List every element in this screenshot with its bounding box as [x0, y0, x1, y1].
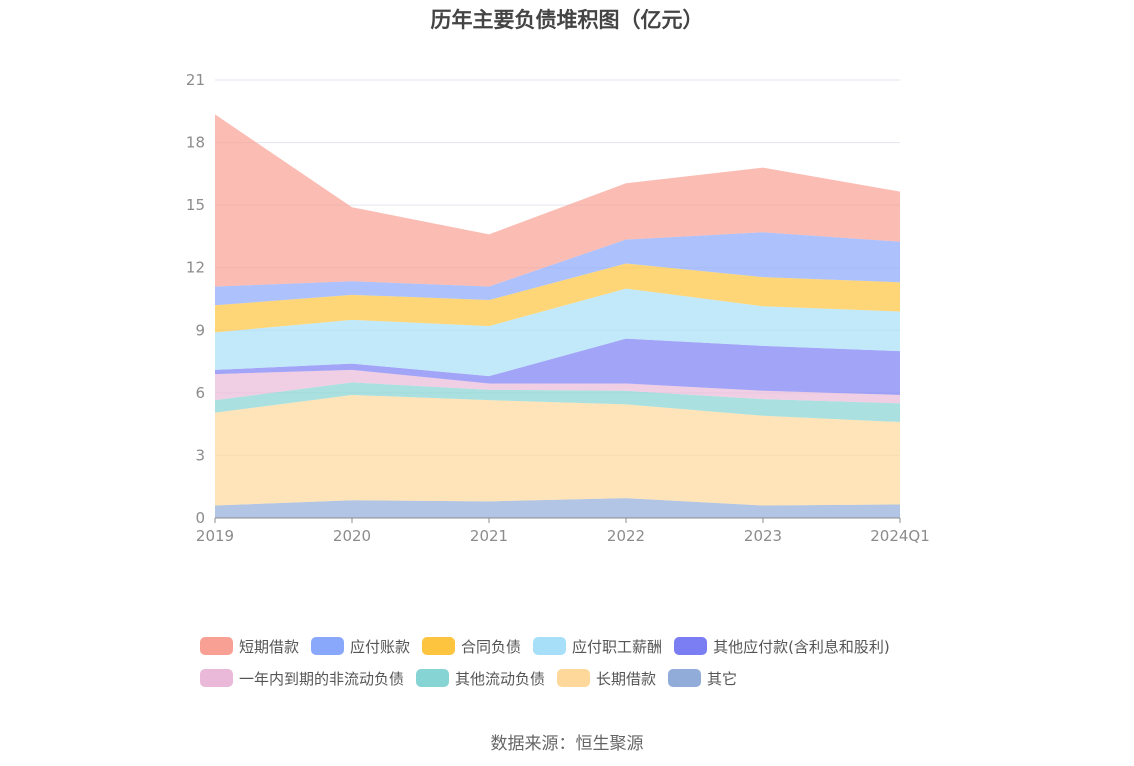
legend-item[interactable]: 短期借款: [200, 636, 299, 657]
area-series-6: [215, 263, 900, 333]
data-source: 数据来源：恒生聚源: [490, 734, 644, 754]
y-tick-label: 3: [195, 446, 205, 464]
legend-label: 长期借款: [596, 669, 657, 688]
chart-title: 历年主要负债堆积图（亿元）: [430, 8, 704, 32]
legend-swatch: [416, 669, 450, 687]
area-series-4: [215, 338, 900, 395]
legend-swatch: [422, 637, 456, 655]
legend-label: 应付账款: [350, 637, 411, 656]
x-tick-label: 2019: [196, 527, 234, 545]
area-series-8: [215, 114, 900, 287]
y-tick-label: 12: [186, 259, 205, 277]
legend-row: 一年内到期的非流动负债 其他流动负债 长期借款 其它: [200, 662, 1020, 694]
x-tick-label: 2024Q1: [870, 527, 930, 545]
legend-swatch: [674, 637, 708, 655]
legend-item[interactable]: 其他流动负债: [416, 668, 545, 689]
x-tick-label: 2023: [744, 527, 782, 545]
y-tick-label: 15: [186, 196, 205, 214]
legend-item[interactable]: 应付职工薪酬: [533, 636, 662, 657]
legend-label: 一年内到期的非流动负债: [239, 669, 405, 688]
legend-swatch: [557, 669, 591, 687]
legend-item[interactable]: 一年内到期的非流动负债: [200, 668, 404, 689]
legend-label: 短期借款: [239, 637, 300, 656]
legend-swatch: [668, 669, 702, 687]
y-tick-label: 21: [186, 71, 205, 89]
legend-item[interactable]: 其他应付款(含利息和股利): [674, 636, 890, 657]
area-series-5: [215, 288, 900, 377]
legend-label: 其他流动负债: [455, 669, 546, 688]
stacked-area-chart: 0 3 6 9 12 15 18 21 2019 2020 2021 2022 2023 2024Q1: [186, 71, 930, 545]
legend-swatch: [200, 637, 233, 655]
legend-item[interactable]: 合同负债: [422, 636, 521, 657]
x-tick-label: 2021: [470, 527, 508, 545]
area-series-1: [215, 394, 900, 506]
y-tick-label: 0: [195, 509, 205, 527]
legend-item[interactable]: 长期借款: [557, 668, 656, 689]
area-series-0: [215, 498, 900, 518]
legend-item[interactable]: 应付账款: [311, 636, 410, 657]
legend-swatch: [200, 669, 233, 687]
y-tick-label: 6: [195, 384, 205, 402]
legend-label: 合同负债: [461, 637, 522, 656]
legend-swatch: [311, 637, 345, 655]
area-series-7: [215, 232, 900, 306]
legend-label: 其他应付款(含利息和股利): [713, 637, 890, 656]
legend-swatch: [533, 637, 567, 655]
legend-row: 短期借款 应付账款 合同负债 应付职工薪酬 其他应付款(含利息和股利): [200, 630, 1020, 662]
x-tick-label: 2022: [607, 527, 645, 545]
area-series-2: [215, 382, 900, 423]
legend-label: 应付职工薪酬: [572, 637, 663, 656]
x-tick-label: 2020: [333, 527, 371, 545]
y-tick-label: 9: [195, 321, 205, 339]
legend-item[interactable]: 其它: [668, 668, 737, 689]
legend-label: 其它: [707, 669, 738, 688]
area-series-3: [215, 369, 900, 404]
legend: 短期借款 应付账款 合同负债 应付职工薪酬 其他应付款(含利息和股利) 一年内到期的非流动…: [200, 630, 1020, 694]
y-tick-label: 18: [186, 134, 205, 152]
